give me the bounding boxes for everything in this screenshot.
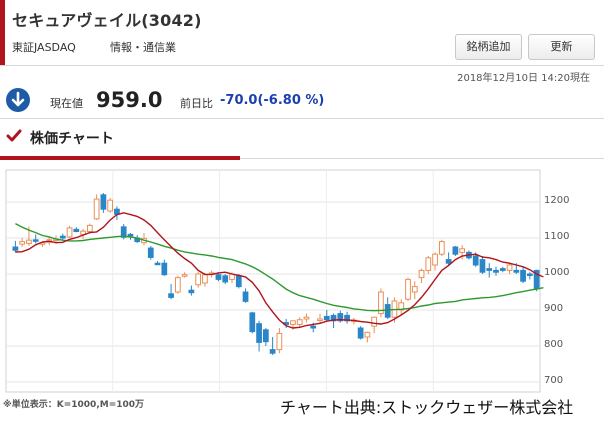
plot-frame <box>5 169 541 393</box>
candlestick-chart-svg <box>5 169 544 393</box>
y-tick-label: 900 <box>544 303 564 314</box>
y-tick-label: 1000 <box>544 267 570 278</box>
candle-body <box>235 275 242 288</box>
candle-body <box>262 329 269 343</box>
candle-body <box>120 226 127 238</box>
price-label: 現在値 <box>50 97 83 110</box>
divider <box>0 65 604 66</box>
section-underline <box>0 156 240 160</box>
stock-title: セキュアヴェイル(3042) <box>12 11 202 30</box>
candle-body <box>499 268 506 271</box>
candle-body <box>493 269 499 273</box>
candle-body <box>344 314 350 322</box>
candle-body <box>384 304 391 318</box>
divider <box>0 118 604 119</box>
y-tick-label: 1100 <box>544 231 570 242</box>
candle-body <box>59 235 66 239</box>
candle-body <box>452 246 459 255</box>
market-label: 東証JASDAQ <box>12 41 76 54</box>
stock-header: セキュアヴェイル(3042) 東証JASDAQ 情報・通信業 銘柄追加 更新 <box>0 0 604 65</box>
current-price: 959.0 <box>96 88 163 112</box>
candle-body <box>154 262 161 266</box>
candle-body <box>438 241 445 255</box>
candle-body <box>86 224 93 233</box>
candle-body <box>398 302 405 311</box>
quote-timestamp: 2018年12月10日 14:20現在 <box>457 73 590 84</box>
candle-body <box>486 268 493 271</box>
candle-body <box>188 289 195 294</box>
candle-body <box>215 274 222 280</box>
stock-chart <box>0 160 604 422</box>
arrow-down-icon <box>6 88 30 112</box>
candle-body <box>526 273 533 276</box>
candle-body <box>479 259 486 273</box>
candle-body <box>26 239 32 244</box>
candle-body <box>195 273 202 286</box>
candle-body <box>357 327 364 339</box>
candle-body <box>371 316 378 327</box>
candle-body <box>520 269 526 282</box>
candle-body <box>506 264 513 271</box>
candle-body <box>73 228 80 233</box>
candle-body <box>66 227 73 238</box>
candle-body <box>12 246 19 251</box>
unit-note: ※単位表示：K=1000,M=100万 <box>3 400 145 410</box>
candle-body <box>290 320 296 325</box>
change-label: 前日比 <box>180 97 213 110</box>
chart-credit: チャート出典:ストックウェザー株式会社 <box>280 398 574 417</box>
candle-body <box>432 253 438 266</box>
candle-body <box>323 315 330 321</box>
candle-body <box>337 313 344 322</box>
y-tick-label: 800 <box>544 339 564 350</box>
candle-body <box>418 269 425 279</box>
candle-body <box>202 274 208 284</box>
candle-body <box>378 291 384 315</box>
moving-average-short-line <box>15 212 544 329</box>
section-title: 株価チャート <box>30 131 114 147</box>
candle-body <box>32 239 39 242</box>
candle-body <box>411 286 418 293</box>
candle-body <box>127 233 134 237</box>
candle-body <box>364 331 371 338</box>
candle-body <box>269 349 276 354</box>
candle-body <box>310 325 317 329</box>
y-tick-label: 700 <box>544 375 564 386</box>
candle-body <box>93 198 100 220</box>
candle-body <box>296 319 303 325</box>
candle-body <box>107 199 114 212</box>
refresh-button[interactable]: 更新 <box>528 34 595 60</box>
candle-body <box>242 291 249 302</box>
candle-body <box>249 312 256 333</box>
candle-body <box>425 257 432 271</box>
candle-body <box>405 278 411 300</box>
check-icon <box>6 128 22 148</box>
candle-body <box>19 241 26 245</box>
candle-body <box>147 247 154 258</box>
price-change: -70.0(-6.80 %) <box>220 93 325 108</box>
brand-accent-bar <box>0 0 5 65</box>
add-stock-button[interactable]: 銘柄追加 <box>455 34 522 60</box>
candle-body <box>459 248 466 253</box>
candle-body <box>168 293 174 298</box>
candle-body <box>472 255 479 266</box>
candle-body <box>161 262 168 276</box>
candle-body <box>222 275 229 283</box>
candle-body <box>174 277 181 293</box>
divider <box>240 158 604 159</box>
moving-average-long-line <box>15 222 544 312</box>
candle-body <box>276 332 283 351</box>
check-glyph <box>6 129 22 142</box>
candle-body <box>513 269 520 273</box>
arrow-down-glyph <box>11 91 25 107</box>
candle-body <box>303 316 310 320</box>
candle-body <box>100 194 107 210</box>
candle-body <box>445 259 452 264</box>
candle-body <box>256 323 262 343</box>
y-tick-label: 1200 <box>544 195 570 206</box>
candle-body <box>181 274 188 277</box>
sector-label: 情報・通信業 <box>110 41 176 54</box>
candle-body <box>317 318 323 321</box>
